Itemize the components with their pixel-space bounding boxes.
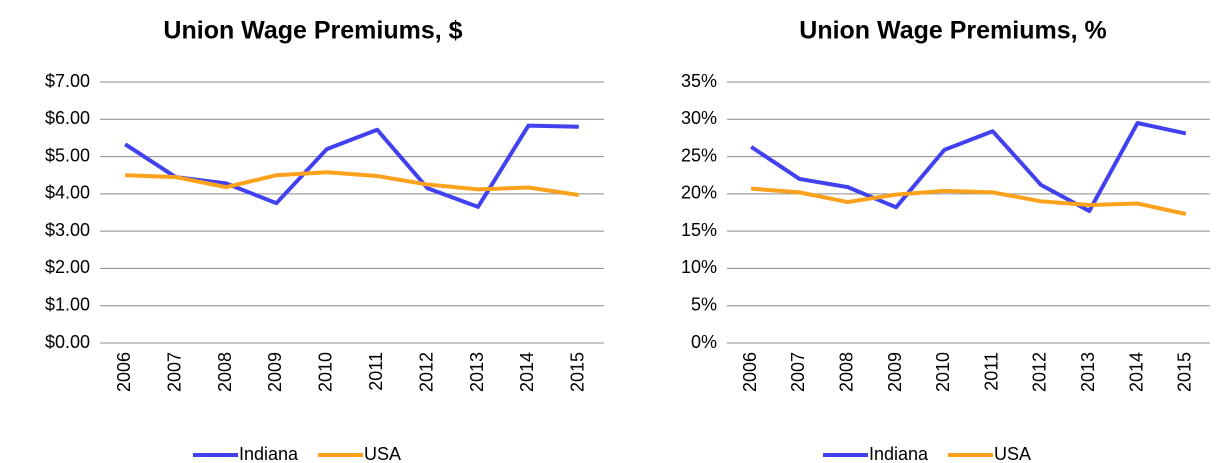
- y-tick-label: $4.00: [45, 183, 90, 203]
- legend-label: Indiana: [869, 444, 929, 463]
- x-tick-label: 2008: [837, 352, 857, 392]
- x-tick-label: 2015: [568, 352, 588, 392]
- x-tick-label: 2011: [981, 352, 1001, 391]
- x-tick-label: 2006: [740, 352, 760, 392]
- x-tick-label: 2007: [788, 352, 808, 392]
- y-tick-label: 10%: [681, 257, 717, 277]
- chart-title: Union Wage Premiums, %: [799, 17, 1106, 45]
- chart: Union Wage Premiums, $ $0.00 $1.00 $2.00 $3.…: [45, 17, 604, 463]
- y-tick-label: 30%: [681, 108, 717, 128]
- x-tick-label: 2012: [1030, 352, 1050, 392]
- line-series: [750, 186, 1187, 216]
- y-tick-label: 20%: [681, 183, 717, 203]
- x-tick-label: 2010: [316, 352, 336, 392]
- y-tick-label: $0.00: [45, 332, 90, 352]
- legend-label: USA: [994, 444, 1031, 463]
- x-tick-label: 2008: [215, 352, 235, 392]
- line-series: [750, 121, 1187, 214]
- x-tick-label: 2014: [517, 352, 537, 392]
- line-series: [124, 123, 579, 209]
- y-tick-label: $3.00: [45, 220, 90, 240]
- y-tick-label: $7.00: [45, 71, 90, 91]
- y-tick-label: $6.00: [45, 108, 90, 128]
- y-tick-label: $1.00: [45, 294, 90, 314]
- x-tick-label: 2010: [933, 352, 953, 392]
- x-tick-label: 2013: [1078, 352, 1098, 392]
- x-tick-label: 2007: [164, 352, 184, 392]
- y-tick-label: 35%: [681, 71, 717, 91]
- x-tick-label: 2011: [366, 352, 386, 391]
- y-tick-label: 5%: [691, 294, 717, 314]
- legend-label: USA: [364, 444, 401, 463]
- x-tick-label: 2012: [416, 352, 436, 392]
- line-series: [125, 170, 580, 197]
- x-tick-label: 2009: [885, 352, 905, 392]
- y-tick-label: 15%: [681, 220, 717, 240]
- y-tick-label: $2.00: [45, 257, 90, 277]
- legend-label: Indiana: [239, 444, 299, 463]
- y-tick-label: 25%: [681, 145, 717, 165]
- x-tick-label: 2014: [1126, 352, 1146, 392]
- chart-title: Union Wage Premiums, $: [163, 17, 462, 45]
- x-tick-label: 2006: [114, 352, 134, 392]
- x-tick-label: 2015: [1175, 352, 1195, 392]
- chart: Union Wage Premiums, % 0% 5% 10% 15% 20% 25% 30…: [681, 17, 1210, 463]
- x-tick-label: 2009: [265, 352, 285, 392]
- y-tick-label: 0%: [691, 332, 717, 352]
- x-tick-label: 2013: [467, 352, 487, 392]
- y-tick-label: $5.00: [45, 145, 90, 165]
